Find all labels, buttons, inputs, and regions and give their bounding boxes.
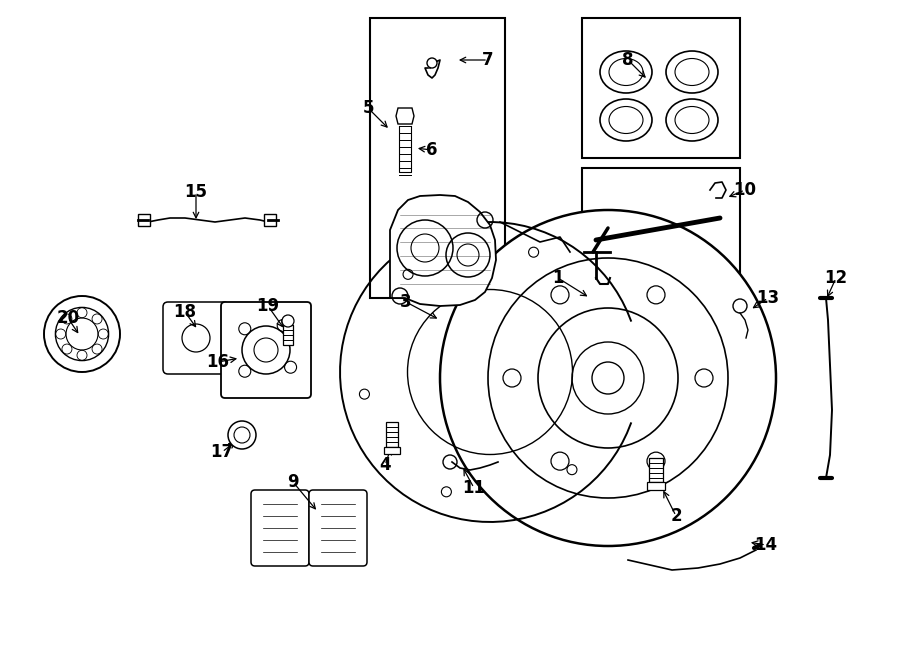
- Text: 3: 3: [400, 293, 412, 311]
- Text: 10: 10: [734, 181, 757, 199]
- FancyBboxPatch shape: [309, 490, 367, 566]
- Text: 19: 19: [256, 297, 280, 315]
- Bar: [647, 482, 665, 490]
- Bar: [386, 422, 398, 447]
- Bar: [649, 458, 663, 482]
- Text: 2: 2: [670, 507, 682, 525]
- Bar: [370, 18, 505, 298]
- Text: 16: 16: [206, 353, 230, 371]
- Circle shape: [282, 315, 294, 327]
- Text: 7: 7: [482, 51, 494, 69]
- Bar: [138, 214, 150, 226]
- Bar: [264, 214, 276, 226]
- Text: 6: 6: [427, 141, 437, 159]
- Bar: [283, 325, 293, 345]
- Text: 18: 18: [174, 303, 196, 321]
- Polygon shape: [390, 195, 496, 306]
- Text: 14: 14: [754, 536, 778, 554]
- Text: 17: 17: [211, 443, 234, 461]
- Text: 20: 20: [57, 309, 79, 327]
- Text: 12: 12: [824, 269, 848, 287]
- Circle shape: [592, 362, 624, 394]
- Circle shape: [228, 421, 256, 449]
- Bar: [582, 18, 740, 158]
- Bar: [384, 447, 400, 454]
- Circle shape: [427, 58, 437, 68]
- Circle shape: [440, 210, 776, 546]
- Circle shape: [44, 296, 120, 372]
- Bar: [582, 168, 740, 288]
- FancyBboxPatch shape: [251, 490, 309, 566]
- Text: 11: 11: [463, 479, 485, 497]
- FancyBboxPatch shape: [221, 302, 311, 398]
- Polygon shape: [396, 108, 414, 124]
- Text: 13: 13: [756, 289, 779, 307]
- Text: 9: 9: [287, 473, 299, 491]
- Text: 1: 1: [553, 269, 563, 287]
- Text: 8: 8: [622, 51, 634, 69]
- Text: 5: 5: [362, 99, 374, 117]
- Text: 4: 4: [379, 456, 391, 474]
- Text: 15: 15: [184, 183, 208, 201]
- FancyBboxPatch shape: [163, 302, 229, 374]
